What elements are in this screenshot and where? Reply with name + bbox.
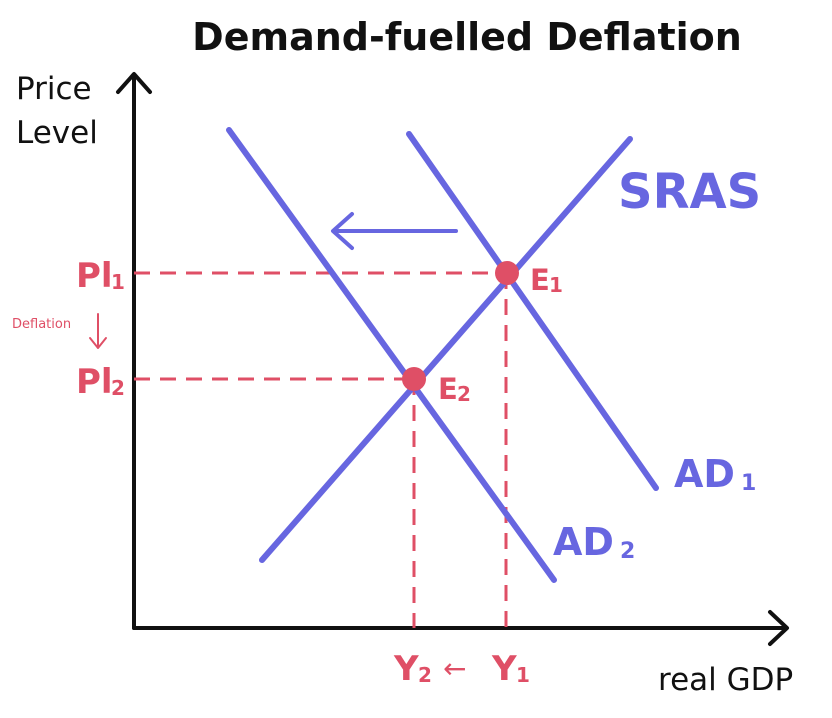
x-axis-label: real GDP bbox=[658, 662, 793, 698]
output-shift-arrow: ← bbox=[443, 652, 466, 685]
pl2-subscript: 2 bbox=[111, 376, 125, 400]
y1-subscript: 1 bbox=[516, 663, 530, 687]
ad2-label: AD bbox=[553, 520, 614, 564]
deflation-label: Deflation bbox=[12, 317, 71, 332]
y1-label: Y bbox=[491, 649, 517, 689]
y-axis-arrowhead bbox=[116, 72, 152, 94]
pl1-subscript: 1 bbox=[111, 270, 125, 294]
shift-arrow-head bbox=[331, 212, 354, 250]
sras-label: SRAS bbox=[618, 164, 761, 220]
ad2-curve bbox=[226, 127, 557, 583]
e1-label: E bbox=[530, 263, 550, 297]
ad2-subscript: 2 bbox=[620, 539, 635, 564]
deflation-arrow-head bbox=[89, 337, 107, 349]
y2-subscript: 2 bbox=[418, 663, 432, 687]
ad1-subscript: 1 bbox=[741, 471, 756, 496]
x-axis-arrowhead bbox=[768, 610, 789, 646]
y-axis-label-line1: Price bbox=[16, 71, 92, 107]
e1-point bbox=[495, 261, 519, 285]
e1-subscript: 1 bbox=[549, 273, 563, 297]
e2-subscript: 2 bbox=[457, 382, 471, 406]
pl2-label: Pl bbox=[76, 362, 113, 402]
ad1-label: AD bbox=[674, 452, 735, 496]
y2-label: Y bbox=[393, 649, 419, 689]
e2-label: E bbox=[438, 372, 458, 406]
pl1-label: Pl bbox=[76, 256, 113, 296]
diagram-title: Demand-fuelled Deflation bbox=[192, 15, 742, 59]
sras-curve bbox=[259, 136, 633, 563]
y-axis-label-line2: Level bbox=[16, 115, 98, 151]
e2-point bbox=[402, 367, 426, 391]
ad1-curve bbox=[406, 131, 659, 491]
